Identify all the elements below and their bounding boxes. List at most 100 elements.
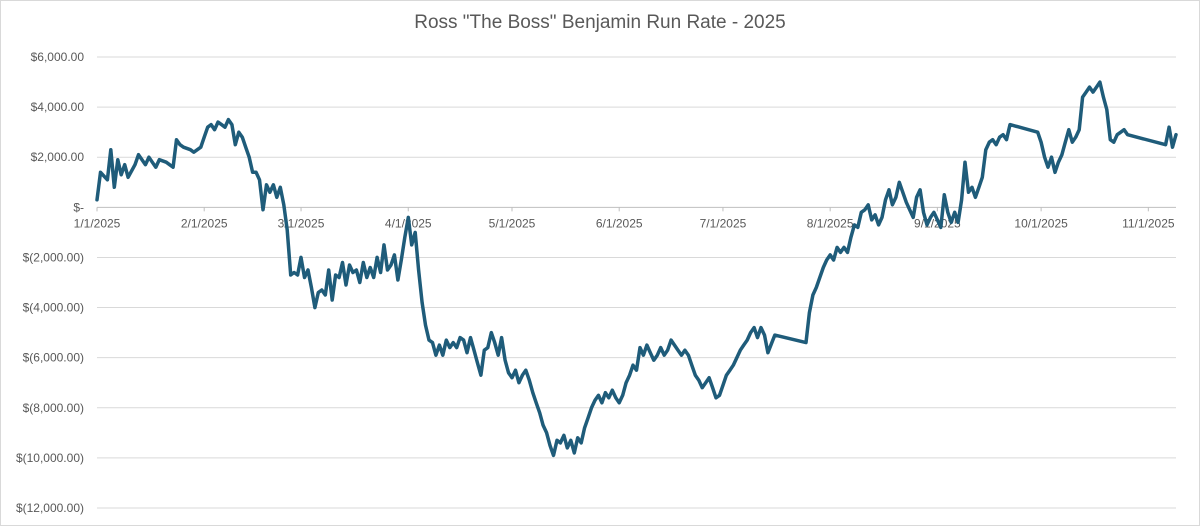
data-point [974,196,977,199]
data-point [957,221,959,224]
data-point [908,208,911,211]
data-point [220,123,223,126]
data-point [116,158,119,161]
data-point [884,198,887,201]
data-point [967,191,970,194]
data-point [244,146,247,149]
data-point [1071,141,1074,144]
data-point [179,143,181,146]
data-point [231,123,233,126]
data-point [621,394,624,397]
data-point [746,339,749,341]
gridlines [97,56,1176,509]
data-point [905,201,908,204]
data-point [677,349,679,352]
data-point [334,274,337,276]
data-point [123,163,126,166]
data-point [428,339,430,341]
data-point [269,191,271,194]
data-point [386,269,389,271]
data-point [369,266,372,269]
data-point [341,261,344,264]
data-point [1078,128,1081,131]
data-point [293,271,295,274]
data-point [981,176,984,179]
data-point [642,354,645,357]
data-point [680,354,683,357]
y-tick-label: $(4,000.00) [23,301,84,315]
data-point [559,442,562,444]
data-point [964,161,966,164]
data-point [601,401,603,404]
data-point [1164,143,1167,146]
data-point [936,219,939,221]
data-point [486,346,489,349]
data-point [455,346,458,349]
x-tick-label: 8/1/2025 [807,216,854,230]
data-point [670,339,672,341]
data-point [452,341,455,344]
data-point [732,364,735,367]
data-point [521,374,524,377]
data-point [604,391,607,394]
data-point [818,276,821,279]
data-point [850,236,852,239]
data-point [1036,131,1039,134]
data-point [493,341,496,344]
x-tick-label: 1/1/2025 [74,216,121,230]
data-point [767,351,769,354]
data-point [649,351,652,354]
data-point [552,454,555,457]
data-point [362,261,365,264]
y-tick-label: $4,000.00 [31,100,85,114]
data-point [805,341,807,344]
data-point [943,193,946,196]
data-point [690,364,693,367]
data-point [1085,91,1087,93]
data-point [1067,128,1070,131]
data-point [763,334,766,336]
data-point [258,178,261,181]
data-point [448,346,451,349]
data-point [365,276,368,279]
data-point [960,198,963,201]
data-point [1095,86,1098,88]
data-point [718,394,721,397]
data-point [587,416,589,419]
data-point [431,341,434,344]
data-point [1102,96,1105,98]
data-point [96,198,98,201]
data-point [113,186,116,189]
data-point [483,349,486,352]
data-point [172,166,175,169]
data-point [888,188,890,191]
data-point [1119,131,1122,134]
data-point [846,251,849,254]
data-point [476,361,479,364]
data-point [531,391,534,394]
data-point [109,148,112,151]
data-point [296,274,299,276]
data-point [1074,136,1077,139]
data-point [877,224,880,226]
data-point [808,311,811,314]
data-point [500,336,503,339]
data-point [141,158,143,161]
data-point [210,123,213,126]
data-point [358,281,361,284]
data-point [490,331,493,334]
data-point [99,171,102,174]
data-point [234,143,237,146]
data-point [469,336,472,339]
data-point [659,346,662,349]
data-point [286,229,289,231]
data-point [151,161,154,164]
y-tick-label: $(2,000.00) [23,250,84,264]
data-point [275,196,278,199]
series-line-0 [95,80,1178,458]
data-point [1088,86,1091,88]
data-point [725,374,728,377]
y-axis-ticks: $6,000.00 $4,000.00 $2,000.00 $- $(2,000.00)… [16,50,84,515]
